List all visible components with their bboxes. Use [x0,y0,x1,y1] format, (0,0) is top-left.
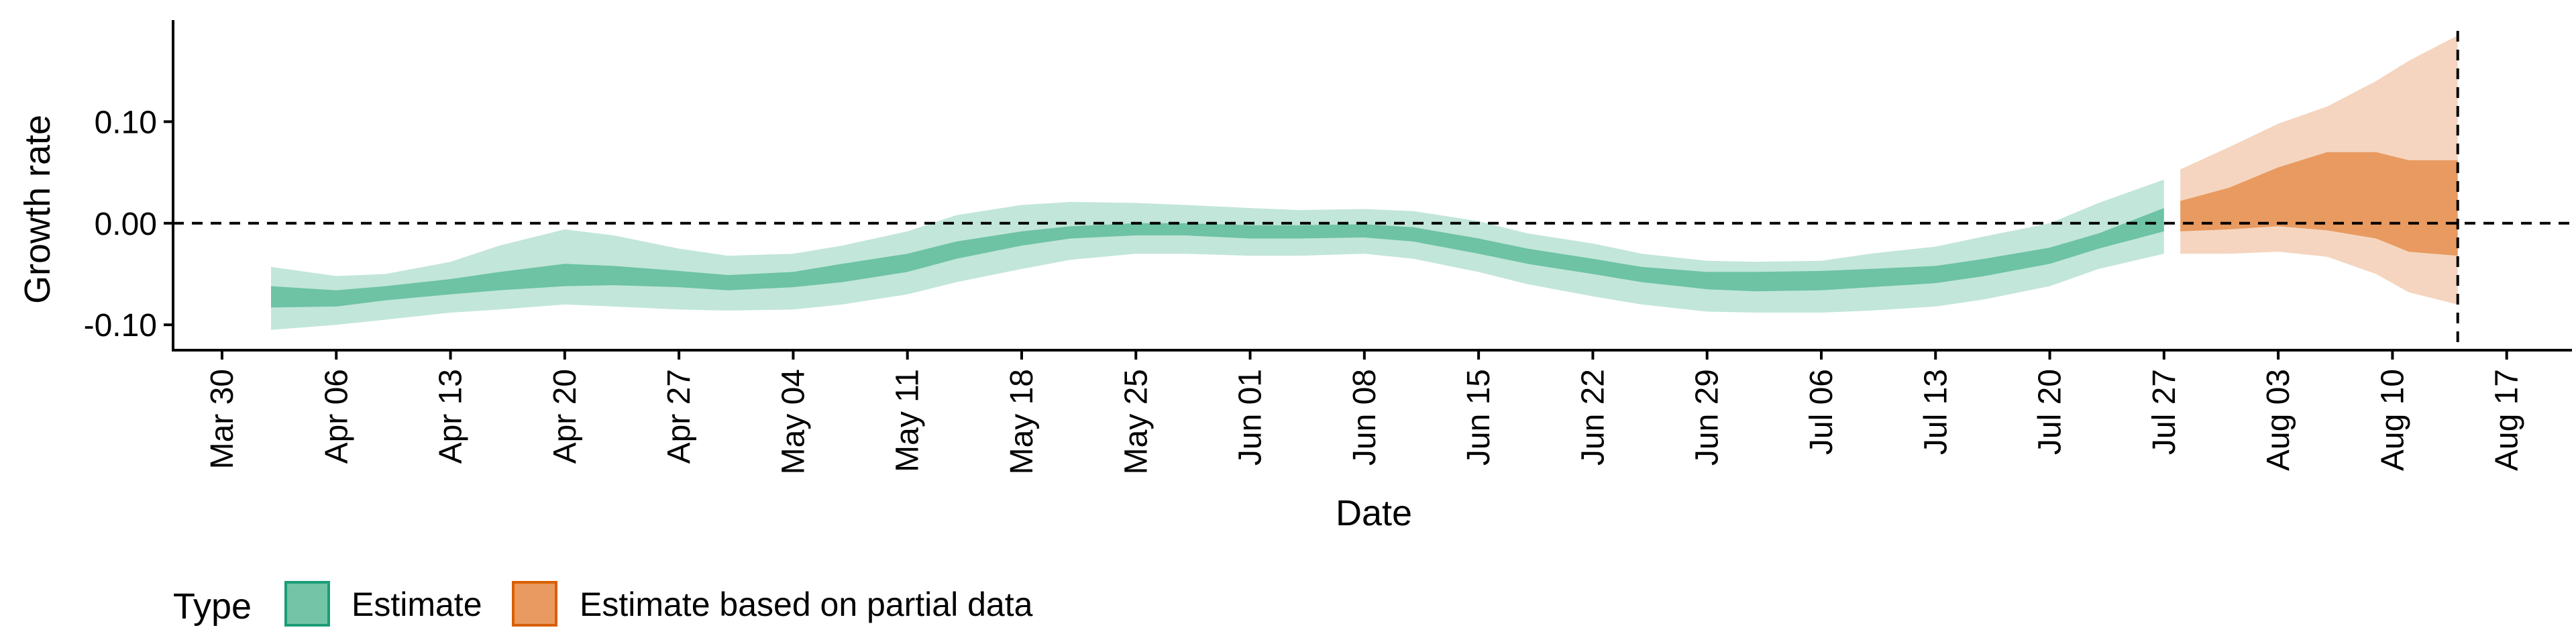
x-tick-label: Jul 27 [2147,369,2182,455]
axes [172,20,2572,352]
legend-key-estimate [284,581,330,627]
x-tick-label: Apr 27 [661,369,697,464]
y-tick-label: 0.10 [95,105,157,140]
x-axis-title: Date [1336,493,1412,533]
legend-title: Type [173,586,252,627]
x-tick-label: Jun 29 [1690,369,1725,466]
legend: Type Estimate Estimate based on partial … [173,581,1033,627]
x-tick-label: May 18 [1004,369,1040,474]
x-tick-label: Jul 06 [1804,369,1839,455]
x-tick-label: Apr 13 [433,369,469,464]
x-tick-label: Apr 20 [547,369,583,464]
estimate-outer-band [271,179,2164,330]
x-tick-label: May 25 [1118,369,1154,474]
x-tick-label: May 04 [775,369,811,474]
x-tick-label: Aug 17 [2489,369,2525,471]
y-tick-label: 0.00 [95,207,157,242]
y-axis-title: Growth rate [17,115,58,304]
x-tick-label: Jun 15 [1461,369,1497,466]
legend-label-partial: Estimate based on partial data [580,586,1033,623]
tick-layer: -0.10 0.00 0.10 Mar 30 Apr 06 Apr 13 Apr 20 Apr… [84,105,2525,474]
reference-lines [173,31,2572,350]
x-tick-label: Aug 10 [2375,369,2410,471]
x-tick-label: Jul 20 [2033,369,2068,455]
ribbon-layer [271,35,2458,330]
x-tick-label: Mar 30 [205,369,240,469]
x-tick-label: Jun 22 [1575,369,1611,466]
y-tick-label: -0.10 [84,308,157,343]
x-tick-label: Jun 08 [1347,369,1383,466]
x-tick-label: May 11 [890,369,926,472]
x-tick-label: Jul 13 [1918,369,1953,455]
legend-key-partial [512,581,557,627]
partial-inner-band [2180,152,2458,256]
estimate-inner-band [271,208,2164,308]
x-tick-label: Apr 06 [319,369,354,464]
x-tick-label: Jun 01 [1233,369,1269,466]
legend-label-estimate: Estimate [352,586,482,623]
x-tick-label: Aug 03 [2261,369,2296,471]
